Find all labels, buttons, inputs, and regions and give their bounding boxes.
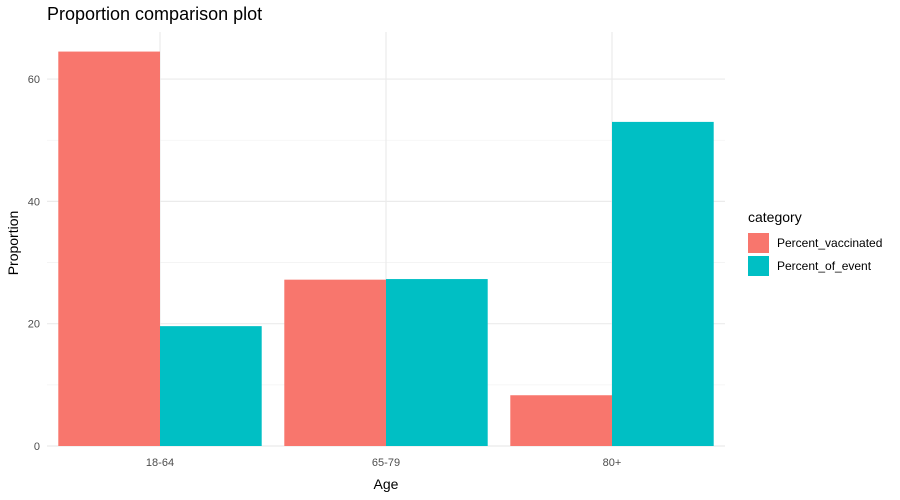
- legend-label: Percent_of_event: [777, 259, 872, 273]
- x-axis-title: Age: [374, 476, 399, 492]
- y-axis-title: Proportion: [5, 211, 21, 276]
- x-tick-label: 65-79: [372, 457, 400, 469]
- legend-key-Percent_vaccinated: [748, 233, 769, 253]
- legend-title: category: [748, 209, 802, 225]
- bars: [58, 51, 714, 446]
- y-tick-label: 0: [34, 441, 40, 453]
- legend: category Percent_vaccinated Percent_of_ev…: [748, 209, 882, 276]
- bar-Percent_vaccinated-80+: [510, 395, 612, 446]
- x-tick-label: 80+: [603, 457, 622, 469]
- bar-Percent_of_event-65-79: [386, 279, 488, 446]
- y-axis-ticks: 0 20 40 60: [28, 74, 40, 453]
- y-tick-label: 40: [28, 196, 40, 208]
- y-tick-label: 60: [28, 74, 40, 86]
- bar-Percent_of_event-80+: [612, 121, 714, 446]
- y-tick-label: 20: [28, 319, 40, 331]
- x-tick-label: 18-64: [146, 457, 174, 469]
- legend-label: Percent_vaccinated: [777, 236, 882, 250]
- chart-title: Proportion comparison plot: [47, 4, 262, 24]
- x-axis-ticks: 18-64 65-79 80+: [146, 457, 621, 469]
- bar-Percent_vaccinated-65-79: [284, 279, 386, 446]
- bar-Percent_vaccinated-18-64: [58, 51, 160, 446]
- bar-Percent_of_event-18-64: [160, 326, 262, 446]
- legend-key-Percent_of_event: [748, 256, 769, 276]
